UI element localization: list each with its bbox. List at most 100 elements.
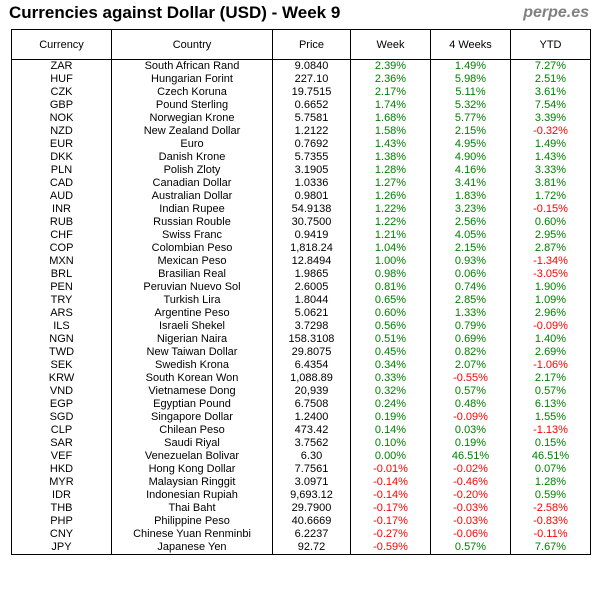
four-weeks-change-cell: 2.56% (430, 216, 511, 229)
country-cell: Norwegian Krone (111, 112, 273, 125)
table-row: INR Indian Rupee 54.9138 1.22% 3.23% -0.15% (11, 203, 591, 216)
currency-code-cell: PEN (11, 281, 112, 294)
ytd-change-cell: -3.05% (510, 268, 591, 281)
week-change-cell: 1.21% (350, 229, 431, 242)
table-row: SEK Swedish Krona 6.4354 0.34% 2.07% -1.06% (11, 359, 591, 372)
week-change-cell: 0.81% (350, 281, 431, 294)
country-cell: Australian Dollar (111, 190, 273, 203)
country-cell: Argentine Peso (111, 307, 273, 320)
price-cell: 1,818.24 (272, 242, 351, 255)
table-row: NZD New Zealand Dollar 1.2122 1.58% 2.15% -0.… (11, 125, 591, 138)
ytd-change-cell: 3.61% (510, 86, 591, 99)
four-weeks-change-cell: 4.16% (430, 164, 511, 177)
price-cell: 6.4354 (272, 359, 351, 372)
week-change-cell: -0.59% (350, 541, 431, 555)
ytd-change-cell: 2.69% (510, 346, 591, 359)
ytd-change-cell: -2.58% (510, 502, 591, 515)
ytd-change-cell: 3.39% (510, 112, 591, 125)
currency-code-cell: ZAR (11, 59, 112, 73)
price-cell: 1.2122 (272, 125, 351, 138)
ytd-change-cell: -1.06% (510, 359, 591, 372)
table-row: COP Colombian Peso 1,818.24 1.04% 2.15% 2.87% (11, 242, 591, 255)
country-cell: Pound Sterling (111, 99, 273, 112)
currency-code-cell: NZD (11, 125, 112, 138)
currency-code-cell: BRL (11, 268, 112, 281)
brand-watermark: perpe.es (523, 4, 589, 21)
table-row: VND Vietnamese Dong 20,939 0.32% 0.57% 0.57% (11, 385, 591, 398)
ytd-change-cell: -0.15% (510, 203, 591, 216)
week-change-cell: 1.00% (350, 255, 431, 268)
four-weeks-change-cell: 0.82% (430, 346, 511, 359)
table-row: JPY Japanese Yen 92.72 -0.59% 0.57% 7.67% (11, 541, 591, 555)
week-change-cell: 2.39% (350, 59, 431, 73)
four-weeks-change-cell: 2.15% (430, 125, 511, 138)
currency-code-cell: TWD (11, 346, 112, 359)
table-row: DKK Danish Krone 5.7355 1.38% 4.90% 1.43% (11, 151, 591, 164)
table-row: HUF Hungarian Forint 227.10 2.36% 5.98% 2.51% (11, 73, 591, 86)
country-cell: Russian Rouble (111, 216, 273, 229)
currency-code-cell: CAD (11, 177, 112, 190)
four-weeks-change-cell: 5.98% (430, 73, 511, 86)
table-row: MYR Malaysian Ringgit 3.0971 -0.14% -0.46% 1.… (11, 476, 591, 489)
currency-code-cell: EGP (11, 398, 112, 411)
week-change-cell: 0.10% (350, 437, 431, 450)
four-weeks-change-cell: 3.23% (430, 203, 511, 216)
price-cell: 3.7562 (272, 437, 351, 450)
currency-code-cell: ARS (11, 307, 112, 320)
price-cell: 5.7355 (272, 151, 351, 164)
week-change-cell: 0.51% (350, 333, 431, 346)
ytd-change-cell: 0.57% (510, 385, 591, 398)
week-change-cell: 1.58% (350, 125, 431, 138)
ytd-change-cell: 1.55% (510, 411, 591, 424)
column-header-ytd: YTD (510, 29, 591, 60)
four-weeks-change-cell: -0.02% (430, 463, 511, 476)
price-cell: 29.7900 (272, 502, 351, 515)
header: Currencies against Dollar (USD) - Week 9… (9, 3, 597, 25)
country-cell: Brasilian Real (111, 268, 273, 281)
table-row: CLP Chilean Peso 473.42 0.14% 0.03% -1.13% (11, 424, 591, 437)
four-weeks-change-cell: 0.74% (430, 281, 511, 294)
price-cell: 1,088.89 (272, 372, 351, 385)
price-cell: 30.7500 (272, 216, 351, 229)
currency-code-cell: CNY (11, 528, 112, 541)
four-weeks-change-cell: -0.03% (430, 502, 511, 515)
currency-code-cell: SEK (11, 359, 112, 372)
currency-code-cell: INR (11, 203, 112, 216)
ytd-change-cell: 6.13% (510, 398, 591, 411)
currency-code-cell: TRY (11, 294, 112, 307)
four-weeks-change-cell: 0.06% (430, 268, 511, 281)
week-change-cell: 0.32% (350, 385, 431, 398)
week-change-cell: 0.60% (350, 307, 431, 320)
week-change-cell: -0.14% (350, 489, 431, 502)
four-weeks-change-cell: 0.57% (430, 385, 511, 398)
price-cell: 29.8075 (272, 346, 351, 359)
ytd-change-cell: 1.43% (510, 151, 591, 164)
table-row: NGN Nigerian Naira 158.3108 0.51% 0.69% 1.40% (11, 333, 591, 346)
price-cell: 54.9138 (272, 203, 351, 216)
table-row: EUR Euro 0.7692 1.43% 4.95% 1.49% (11, 138, 591, 151)
country-cell: Chinese Yuan Renminbi (111, 528, 273, 541)
ytd-change-cell: -0.09% (510, 320, 591, 333)
ytd-change-cell: 7.67% (510, 541, 591, 555)
ytd-change-cell: 3.81% (510, 177, 591, 190)
ytd-change-cell: 0.60% (510, 216, 591, 229)
four-weeks-change-cell: 1.33% (430, 307, 511, 320)
column-header-currency: Currency (11, 29, 112, 60)
currency-code-cell: IDR (11, 489, 112, 502)
four-weeks-change-cell: 0.48% (430, 398, 511, 411)
table-row: BRL Brasilian Real 1.9865 0.98% 0.06% -3.05% (11, 268, 591, 281)
country-cell: Polish Zloty (111, 164, 273, 177)
table-body: ZAR South African Rand 9.0840 2.39% 1.49% 7.2… (11, 59, 591, 555)
table-row: AUD Australian Dollar 0.9801 1.26% 1.83% 1.72… (11, 190, 591, 203)
price-cell: 92.72 (272, 541, 351, 555)
price-cell: 3.0971 (272, 476, 351, 489)
ytd-change-cell: 46.51% (510, 450, 591, 463)
week-change-cell: 0.56% (350, 320, 431, 333)
week-change-cell: -0.27% (350, 528, 431, 541)
table-row: RUB Russian Rouble 30.7500 1.22% 2.56% 0.60% (11, 216, 591, 229)
currency-code-cell: MYR (11, 476, 112, 489)
ytd-change-cell: -1.34% (510, 255, 591, 268)
price-cell: 5.0621 (272, 307, 351, 320)
ytd-change-cell: 1.49% (510, 138, 591, 151)
week-change-cell: 0.24% (350, 398, 431, 411)
